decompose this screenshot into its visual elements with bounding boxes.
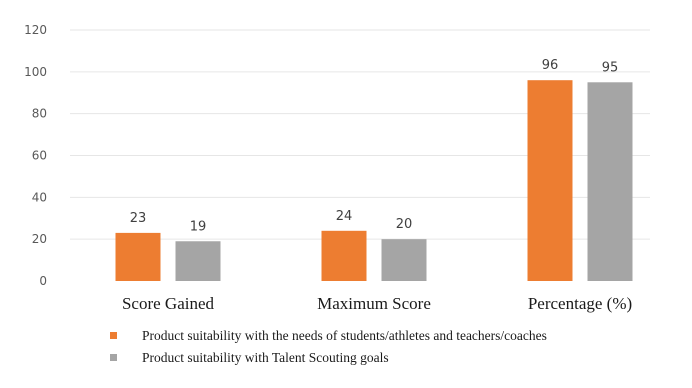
bars [115, 80, 633, 282]
legend: Product suitability with the needs of st… [110, 328, 547, 365]
y-tick-label: 60 [32, 149, 47, 163]
y-tick-label: 20 [32, 232, 47, 246]
bar [587, 82, 633, 282]
legend-label: Product suitability with Talent Scouting… [142, 350, 389, 365]
bar [115, 232, 161, 281]
bar [381, 239, 427, 281]
legend-swatch [110, 332, 117, 339]
category-label: Maximum Score [317, 294, 431, 313]
y-tick-label: 120 [24, 23, 47, 37]
data-label: 20 [396, 217, 413, 232]
y-tick-label: 100 [24, 65, 47, 79]
legend-swatch [110, 354, 117, 361]
legend-label: Product suitability with the needs of st… [142, 328, 547, 343]
bar [175, 241, 221, 281]
y-tick-label: 0 [39, 274, 47, 288]
data-label: 95 [602, 60, 619, 75]
bar [321, 230, 367, 281]
bar [527, 80, 573, 281]
data-labels: 23 24 96 19 20 95 [130, 58, 619, 234]
data-label: 23 [130, 211, 147, 226]
y-tick-label: 80 [32, 107, 47, 121]
y-axis: 0 20 40 60 80 100 120 [24, 23, 47, 288]
y-tick-label: 40 [32, 190, 47, 204]
category-label: Score Gained [122, 294, 215, 313]
category-label: Percentage (%) [528, 294, 632, 313]
x-axis: Score Gained Maximum Score Percentage (%) [122, 294, 632, 313]
data-label: 19 [190, 219, 207, 234]
data-label: 24 [336, 209, 353, 224]
data-label: 96 [542, 58, 559, 73]
